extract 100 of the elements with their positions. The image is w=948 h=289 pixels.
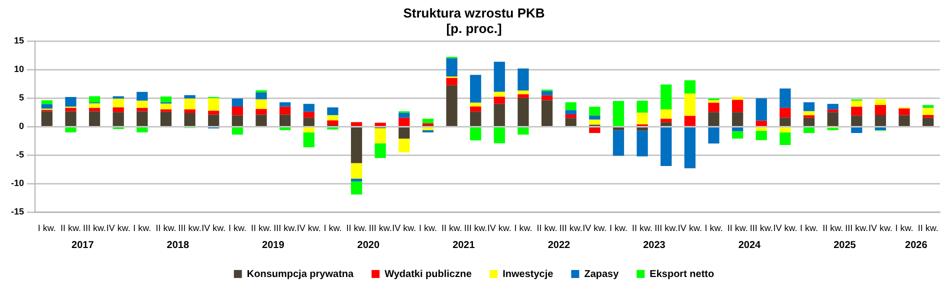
bar [898, 115, 910, 126]
bar [660, 84, 672, 110]
bar [374, 143, 386, 158]
bar [660, 118, 672, 122]
bar [160, 112, 172, 126]
x-tick-label: I kw. [514, 223, 532, 234]
bar [398, 127, 410, 139]
bar [541, 95, 553, 100]
bar [398, 112, 410, 118]
bar [636, 112, 648, 124]
bar [88, 103, 100, 108]
bar [256, 114, 267, 126]
bar [660, 122, 672, 126]
bar [636, 130, 648, 156]
x-tick-label: II kw. [346, 223, 367, 234]
bar [160, 104, 172, 110]
bar [851, 100, 862, 107]
bar [708, 100, 720, 103]
bar [780, 132, 791, 145]
x-tick-label: II kw. [251, 223, 272, 234]
bar [160, 96, 172, 102]
legend-label: Wydatki publiczne [384, 268, 472, 280]
bar [350, 163, 362, 179]
x-tick-label: III kw. [750, 223, 773, 234]
bar [518, 68, 529, 91]
bar [494, 62, 505, 92]
bar [874, 99, 886, 106]
text: 2018 [166, 240, 190, 251]
x-tick-label: III kw. [83, 223, 106, 234]
bar [470, 102, 482, 106]
bar [732, 112, 744, 126]
bar [518, 127, 529, 135]
bar [350, 127, 362, 164]
x-tick-label: I kw. [133, 223, 152, 234]
x-tick-label: II kw. [822, 223, 844, 234]
bar [303, 112, 314, 118]
bar [422, 127, 434, 130]
bar [470, 112, 482, 126]
bar [708, 102, 720, 112]
bar [327, 127, 338, 130]
x-tick-label: I kw. [609, 223, 628, 234]
legend-label: Inwestycje [502, 268, 554, 280]
bar [636, 127, 648, 131]
bar [208, 98, 220, 111]
x-tick-label: II kw. [156, 223, 176, 234]
legend-label: Zapasy [584, 268, 620, 280]
bar [565, 110, 576, 114]
bar [208, 110, 220, 115]
bar [184, 113, 196, 126]
bar [851, 106, 862, 116]
bar [780, 88, 791, 108]
x-tick-label: I kw. [895, 223, 914, 234]
x-tick-label: II kw. [60, 223, 81, 234]
text: 2025 [834, 240, 856, 251]
bar [732, 96, 744, 100]
text: 2024 [738, 240, 762, 251]
bar [41, 111, 52, 126]
bar [898, 108, 910, 116]
bar [470, 74, 482, 103]
bar [303, 118, 314, 126]
bar [280, 114, 291, 126]
x-tick-label: III kw. [368, 223, 392, 234]
bar [589, 116, 600, 120]
bar [41, 100, 52, 104]
bar [136, 92, 148, 101]
bar [612, 101, 624, 126]
bar [65, 108, 76, 112]
bar [350, 122, 362, 126]
x-tick-label: III kw. [178, 223, 202, 234]
bar [232, 127, 244, 135]
bar [589, 120, 600, 125]
text: 2023 [643, 240, 666, 251]
text: 2019 [262, 240, 285, 251]
bar [446, 58, 458, 77]
y-tick-label: 5 [18, 92, 24, 103]
x-tick-label: III kw. [845, 223, 868, 234]
bar [708, 127, 720, 144]
text: 2017 [72, 240, 94, 251]
x-tick-label: I kw. [418, 223, 437, 234]
x-tick-label: IV kw. [106, 223, 130, 234]
bar [208, 114, 220, 126]
x-tick-label: II kw. [442, 223, 462, 234]
bar [112, 96, 124, 99]
bar [232, 98, 244, 106]
y-tick-label: -10 [10, 178, 24, 188]
x-tick-label: III kw. [654, 223, 678, 234]
bar [827, 110, 838, 112]
bar [446, 78, 458, 86]
text: 2022 [548, 240, 571, 251]
x-tick-label: IV kw. [392, 223, 416, 234]
legend-label: Konsumpcja prywatna [246, 268, 354, 280]
x-tick-label: IV kw. [487, 223, 512, 234]
bar [88, 108, 100, 112]
bar [136, 100, 148, 108]
bar [732, 131, 744, 139]
text: 2021 [452, 240, 476, 251]
x-tick-label: IV kw. [296, 223, 321, 234]
bar [65, 97, 76, 107]
bar [874, 115, 886, 126]
x-tick-label: II kw. [632, 223, 653, 234]
